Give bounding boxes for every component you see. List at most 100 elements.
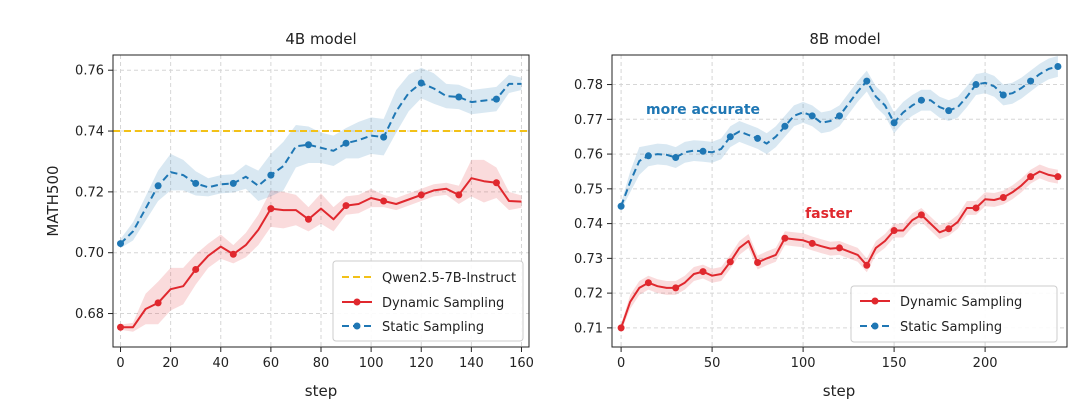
y-ticks: 0.68 0.70 0.72 0.74 0.76 [75, 64, 113, 322]
x-axis-label: step [305, 382, 337, 400]
y-tick-label: 0.73 [574, 252, 603, 267]
annotation-label: more accurate [646, 102, 760, 118]
series-band [120, 67, 522, 249]
data-point [672, 284, 680, 292]
annotations: more accurate faster [646, 102, 852, 222]
data-point [617, 202, 625, 210]
data-point [945, 107, 953, 115]
x-tick-label: 0 [617, 356, 625, 371]
data-point [836, 244, 843, 252]
data-point [890, 227, 898, 235]
data-point [644, 279, 652, 287]
data-point [1027, 173, 1035, 181]
data-point [781, 234, 789, 242]
y-tick-label: 0.76 [75, 64, 104, 79]
x-tick-label: 60 [263, 356, 280, 371]
data-point [808, 112, 816, 120]
confidence-bands [120, 67, 522, 332]
legend-marker-dynamic [871, 297, 879, 305]
data-point [267, 171, 275, 179]
data-point [890, 119, 898, 127]
y-tick-label: 0.77 [574, 113, 603, 128]
data-point [267, 205, 275, 213]
legend-label-static: Static Sampling [382, 320, 484, 335]
data-point [945, 225, 953, 233]
y-tick-label: 0.71 [574, 321, 603, 336]
series-markers [117, 79, 500, 331]
y-tick-label: 0.74 [75, 125, 104, 140]
y-tick-label: 0.74 [574, 217, 603, 232]
x-tick-label: 80 [313, 356, 330, 371]
y-tick-label: 0.68 [75, 307, 104, 322]
data-point [192, 179, 200, 187]
x-ticks: 0 20 40 60 80 100 120 140 160 [116, 347, 534, 371]
series-line [120, 177, 522, 329]
data-point [455, 93, 463, 101]
chart-title: 8B model [809, 30, 880, 48]
legend-label-static: Static Sampling [900, 320, 1002, 335]
x-tick-label: 50 [704, 356, 721, 371]
data-point [229, 179, 237, 187]
legend-box [332, 260, 524, 342]
data-point [380, 197, 388, 205]
data-point [1054, 173, 1062, 181]
data-point [836, 112, 843, 120]
data-point [229, 250, 237, 258]
x-tick-label: 150 [882, 356, 907, 371]
chart-8b: 8B model 0 50 100 150 200 0.710.720.730.740.… [574, 30, 1068, 400]
data-point [117, 323, 125, 331]
legend: Qwen2.5-7B-Instruct Dynamic Sampling Sta… [332, 260, 524, 342]
data-point [754, 134, 762, 142]
data-point [304, 215, 312, 223]
data-point [699, 268, 707, 276]
y-ticks: 0.71 0.72 0.73 0.74 0.75 0.76 0.77 0.78 [574, 78, 612, 336]
data-point [972, 81, 980, 89]
data-point [154, 182, 162, 190]
legend: Dynamic Sampling Static Sampling [850, 285, 1058, 343]
legend-label-reference: Qwen2.5-7B-Instruct [382, 271, 516, 286]
data-point [781, 122, 789, 130]
x-tick-label: 40 [212, 356, 229, 371]
x-axis-label: step [823, 382, 855, 400]
data-point [917, 211, 925, 219]
data-point [455, 191, 463, 199]
data-point [342, 139, 350, 147]
x-tick-label: 120 [409, 356, 434, 371]
data-point [1054, 62, 1062, 70]
y-tick-label: 0.78 [574, 78, 603, 93]
data-point [726, 258, 734, 266]
x-tick-label: 160 [509, 356, 534, 371]
data-point [699, 147, 707, 155]
data-point [154, 299, 162, 307]
data-point [726, 133, 734, 141]
data-point [999, 91, 1007, 99]
legend-marker-static [353, 322, 361, 330]
y-tick-label: 0.72 [574, 287, 603, 302]
data-point [117, 240, 125, 248]
x-tick-label: 100 [359, 356, 384, 371]
data-point [342, 202, 350, 210]
data-point [417, 191, 425, 199]
data-point [754, 259, 762, 267]
series-band [621, 56, 1058, 210]
chart-4b: 4B model 0 20 40 60 80 100 120 140 160 0.680.700… [44, 30, 534, 400]
legend-marker-dynamic [353, 298, 361, 306]
chart-title: 4B model [285, 30, 356, 48]
x-tick-label: 140 [459, 356, 484, 371]
data-point [644, 152, 652, 160]
plot-frame [611, 54, 1068, 348]
data-point [380, 133, 388, 141]
data-point [617, 324, 625, 332]
data-point [492, 179, 500, 187]
data-point [999, 194, 1007, 202]
y-tick-label: 0.70 [75, 246, 104, 261]
legend-marker-static [871, 322, 879, 330]
series-band [120, 159, 522, 332]
legend-label-dynamic: Dynamic Sampling [382, 296, 504, 311]
annotation-label: faster [805, 206, 852, 222]
data-point [972, 204, 980, 212]
data-point [192, 265, 200, 273]
series-lines [119, 82, 522, 329]
data-point [1027, 77, 1035, 85]
